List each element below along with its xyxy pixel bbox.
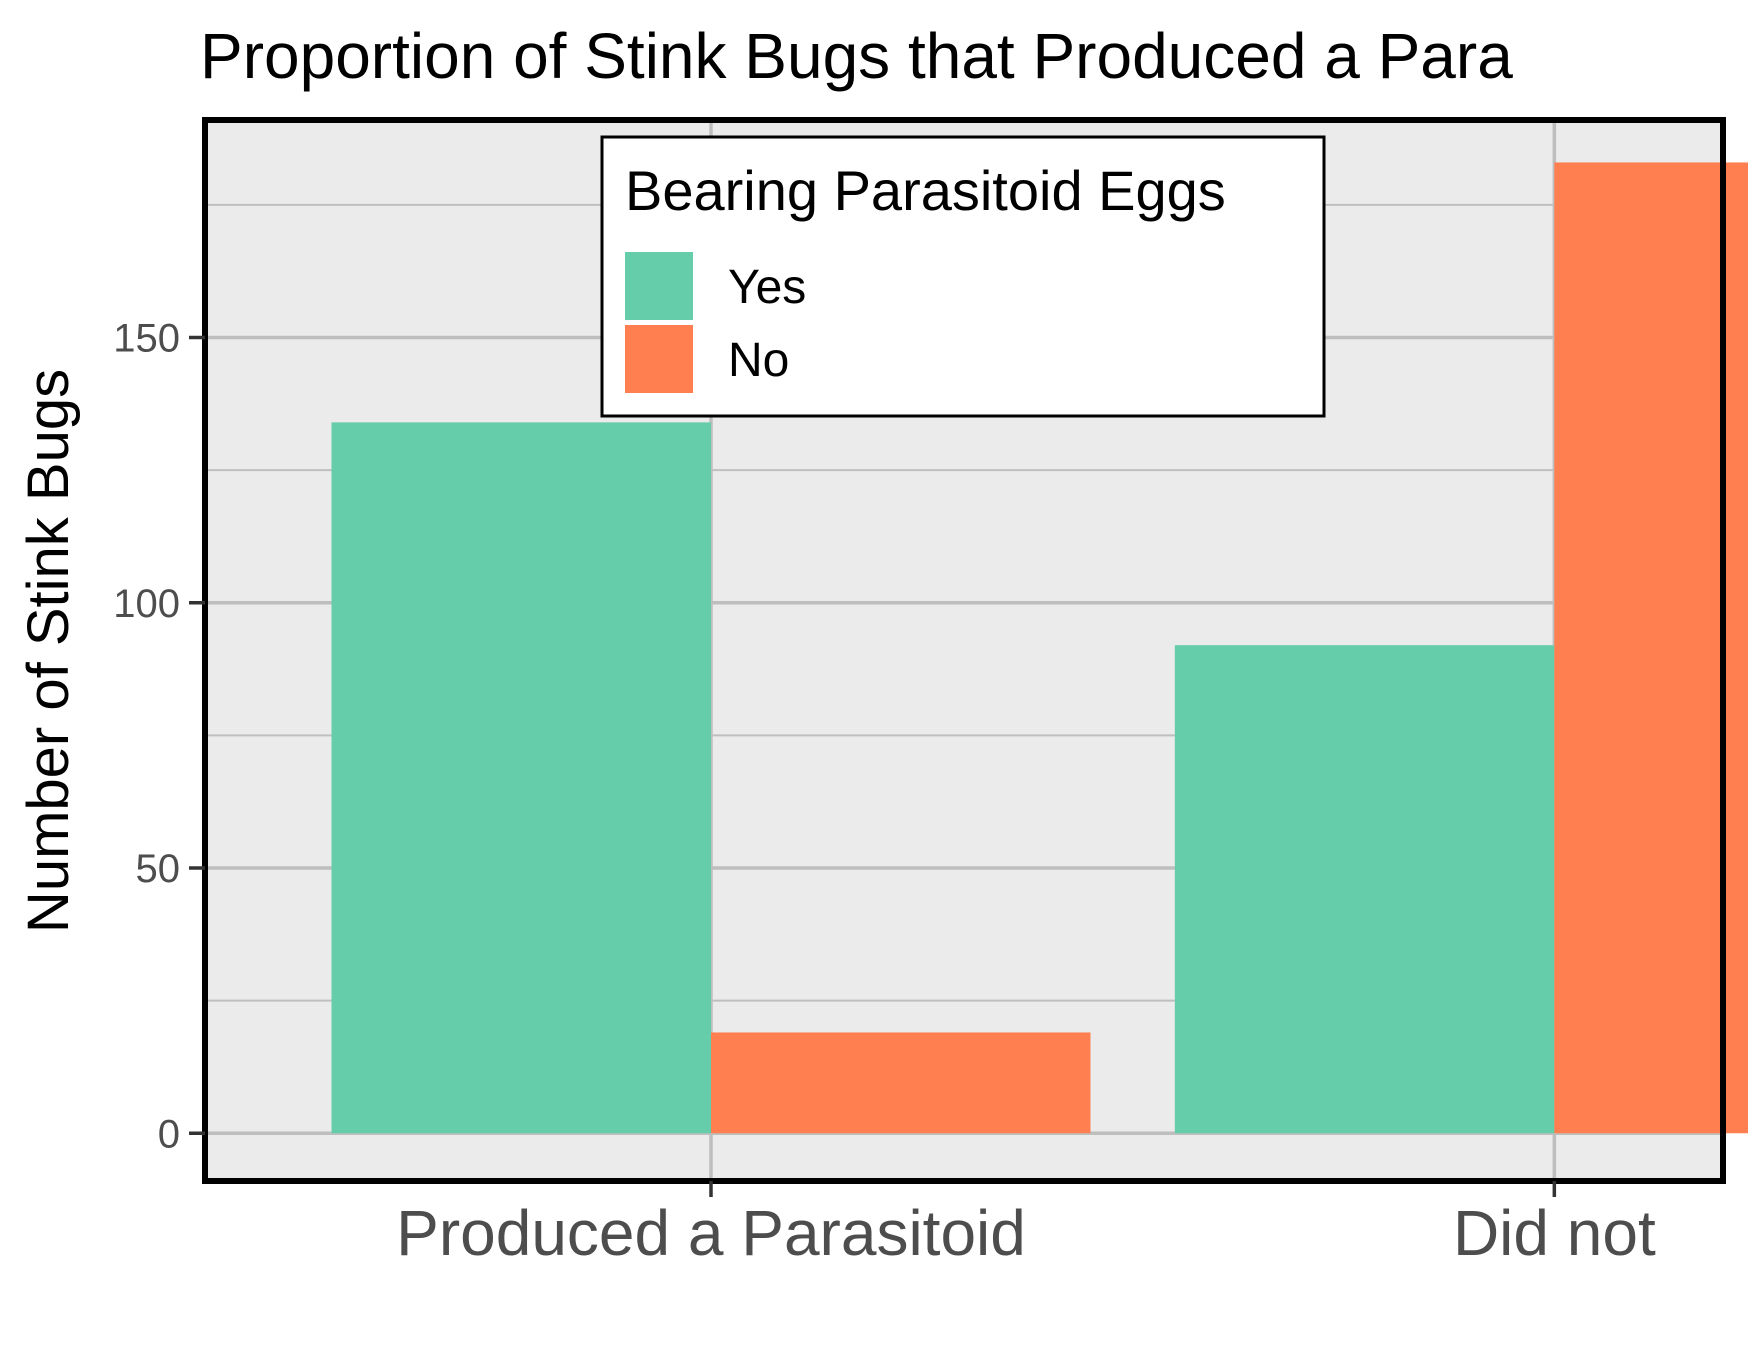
x-tick-label: Did not bbox=[1453, 1197, 1656, 1269]
y-tick-label: 0 bbox=[158, 1112, 180, 1156]
legend-key-yes bbox=[625, 252, 693, 320]
y-axis-label: Number of Stink Bugs bbox=[16, 369, 81, 933]
x-tick-label: Produced a Parasitoid bbox=[396, 1197, 1026, 1269]
chart-title: Proportion of Stink Bugs that Produced a… bbox=[200, 20, 1513, 92]
legend-label-no: No bbox=[728, 334, 789, 387]
legend: Bearing Parasitoid Eggs Yes No bbox=[600, 135, 1326, 418]
x-axis-ticks: Produced a Parasitoid Did not bbox=[396, 1181, 1656, 1269]
bar-yes-2 bbox=[1174, 645, 1555, 1134]
legend-label-yes: Yes bbox=[728, 261, 806, 314]
bars bbox=[331, 162, 1748, 1134]
legend-key-no bbox=[625, 325, 693, 393]
y-tick-label: 150 bbox=[113, 317, 180, 361]
y-tick-label: 50 bbox=[136, 847, 181, 891]
legend-title: Bearing Parasitoid Eggs bbox=[625, 159, 1226, 222]
y-axis-ticks: 0 50 100 150 bbox=[113, 317, 205, 1156]
legend-box bbox=[600, 135, 1326, 418]
plot-border bbox=[202, 117, 1726, 1184]
bar-no-1 bbox=[711, 1032, 1091, 1134]
y-tick-label: 100 bbox=[113, 582, 180, 626]
bar-no-2 bbox=[1554, 162, 1748, 1134]
legend-items: Yes No bbox=[625, 252, 806, 393]
bar-yes-1 bbox=[331, 422, 711, 1134]
